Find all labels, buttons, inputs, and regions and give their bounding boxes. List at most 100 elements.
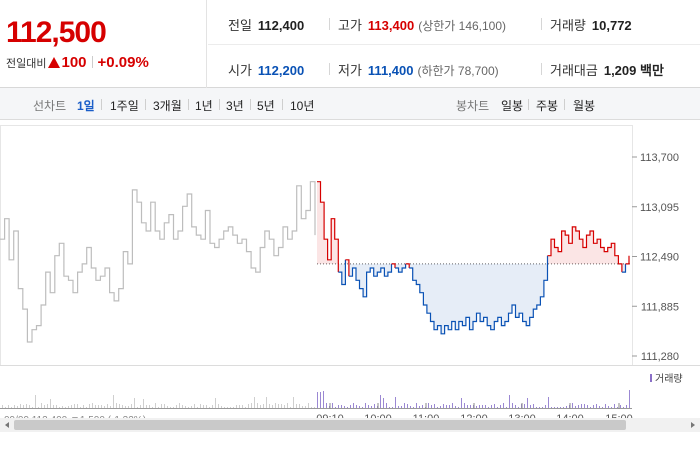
period-daily-candle[interactable]: 일봉	[501, 99, 524, 113]
series-line-previous-day	[0, 181, 316, 343]
volume-bar	[590, 407, 591, 408]
divider	[91, 56, 93, 68]
volume-bar	[323, 391, 324, 408]
volume-bar	[338, 405, 339, 408]
volume-bar	[554, 407, 555, 408]
series-line-today-up	[405, 263, 410, 268]
volume-bar	[488, 407, 489, 408]
period-10year[interactable]: 10년	[290, 99, 315, 113]
volume-bar	[440, 406, 441, 408]
volume-bar	[164, 404, 165, 408]
divider	[145, 99, 146, 110]
change-label: 전일대비	[6, 58, 47, 70]
volume-bar	[320, 392, 321, 408]
volume-bar	[86, 407, 87, 408]
period-3year[interactable]: 3년	[226, 99, 244, 113]
volume-bar	[500, 405, 501, 408]
volume-bar	[428, 403, 429, 408]
volume-bar	[98, 405, 99, 408]
volume-bar	[56, 405, 57, 408]
volume-bar	[269, 404, 270, 408]
period-1week[interactable]: 1주일	[110, 99, 139, 113]
area-fill-up	[547, 226, 622, 273]
period-5year[interactable]: 5년	[257, 99, 275, 113]
grid-layer	[0, 125, 633, 366]
stat-value: 1,209 백만	[603, 63, 664, 78]
volume-bar	[263, 404, 264, 408]
volume-bar	[332, 403, 333, 408]
volume-bar	[359, 406, 360, 408]
divider	[329, 63, 330, 75]
period-1year[interactable]: 1년	[195, 99, 213, 113]
period-monthly-candle[interactable]: 월봉	[573, 99, 596, 113]
quote-header: 112,500 전일대비 100 +0.09% 전일 112,400 고가 113,40…	[0, 0, 700, 88]
scroll-right-icon[interactable]	[691, 422, 695, 428]
volume-bar	[251, 403, 252, 408]
volume-bar	[605, 404, 606, 408]
volume-bar	[89, 404, 90, 408]
series-line-today-down	[621, 263, 627, 273]
volume-bar	[290, 407, 291, 408]
volume-bar	[419, 406, 420, 408]
volume-bar	[593, 405, 594, 408]
volume-bar	[620, 405, 621, 408]
change-row: 전일대비 100 +0.09%	[6, 54, 149, 71]
volume-layer: 거래량	[0, 365, 700, 408]
scrollbar-thumb[interactable]	[14, 420, 626, 430]
volume-bar	[95, 405, 96, 408]
scroll-left-icon[interactable]	[5, 422, 9, 428]
volume-bar	[239, 405, 240, 408]
volume-bar	[413, 407, 414, 408]
volume-bar	[455, 406, 456, 408]
volume-bar	[617, 407, 618, 408]
stat-value: 10,772	[591, 18, 632, 33]
volume-bar	[278, 404, 279, 408]
stats-panel: 전일 112,400 고가 113,400 (상한가 146,100) 거래량 10,7…	[208, 0, 700, 88]
stat-value: 112,400	[257, 18, 305, 33]
volume-bar	[587, 405, 588, 408]
volume-bar	[557, 407, 558, 408]
divider	[564, 99, 565, 110]
volume-bar	[530, 405, 531, 408]
stat-open: 시가 112,200	[228, 60, 304, 79]
change-percent: +0.09%	[97, 54, 149, 71]
volume-bar	[395, 397, 396, 408]
volume-bar	[347, 407, 348, 408]
volume-bar	[362, 407, 363, 408]
volume-bar	[503, 403, 504, 408]
volume-bar	[170, 407, 171, 408]
period-3month[interactable]: 3개월	[153, 99, 182, 113]
volume-bar	[407, 404, 408, 408]
stat-value: 111,400	[367, 63, 414, 78]
area-fill-down	[395, 263, 406, 273]
line-chart-label: 선차트	[33, 99, 67, 113]
volume-bar	[173, 407, 174, 408]
volume-bar	[248, 404, 249, 408]
period-weekly-candle[interactable]: 주봉	[536, 99, 559, 113]
volume-bar	[305, 406, 306, 408]
divider	[541, 63, 542, 75]
period-1day[interactable]: 1일	[77, 99, 95, 113]
volume-bar	[137, 407, 138, 408]
volume-bar	[29, 405, 30, 408]
divider	[219, 99, 220, 110]
volume-bar	[20, 404, 21, 408]
volume-bar	[497, 407, 498, 408]
volume-bar	[200, 404, 201, 408]
stat-label: 거래량	[550, 18, 586, 33]
volume-bar	[62, 406, 63, 408]
volume-bar	[74, 404, 75, 408]
volume-bar	[110, 406, 111, 408]
volume-bar	[629, 390, 630, 408]
volume-bar	[452, 403, 453, 408]
stat-label: 거래대금	[550, 63, 598, 78]
y-tick-label: 111,280	[641, 351, 679, 363]
volume-bar	[380, 395, 381, 408]
volume-bar	[275, 403, 276, 408]
volume-bar	[482, 405, 483, 408]
volume-bar	[155, 403, 156, 408]
volume-bar	[224, 407, 225, 408]
volume-bar	[416, 403, 417, 408]
volume-bar	[266, 397, 267, 408]
volume-bar	[611, 407, 612, 408]
